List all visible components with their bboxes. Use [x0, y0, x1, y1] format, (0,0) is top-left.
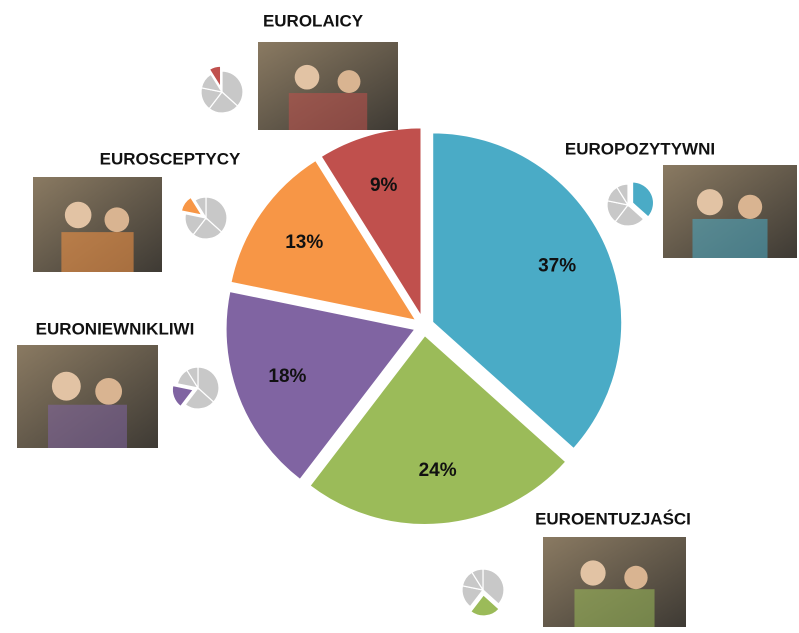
- mini-pie-slice: [200, 73, 224, 93]
- photo-figure: [104, 207, 130, 233]
- mini-pie-slice: [616, 183, 629, 208]
- mini-pie-slice: [197, 366, 220, 403]
- mini-pie-slice: [614, 204, 645, 227]
- photo: [663, 165, 797, 258]
- pie-slice: [307, 333, 568, 526]
- mini-pie-slice: [186, 366, 199, 391]
- mini-pie-slice: [631, 181, 655, 218]
- category-label: EUROENTUZJAŚCI: [535, 509, 691, 528]
- photo: [33, 177, 162, 272]
- photo-figure: [51, 371, 81, 401]
- mini-pie-slice: [192, 217, 223, 240]
- mini-pie-slice: [471, 568, 484, 593]
- category-label: EUROPOZYTYWNI: [565, 139, 715, 158]
- mini-pie-slice: [208, 65, 222, 90]
- pie-slice: [431, 131, 624, 451]
- pie-slice: [319, 126, 423, 321]
- mini-pie-slice: [482, 568, 505, 605]
- photo-figure: [95, 377, 123, 405]
- pie-slice: [224, 289, 418, 482]
- photo-figure: [61, 232, 134, 272]
- photo-figure: [294, 64, 320, 90]
- mini-pie-slice: [194, 196, 207, 221]
- photo-figure: [337, 70, 361, 94]
- category-label: EURONIEWNIKLIWI: [36, 319, 195, 338]
- photo-figure: [48, 404, 127, 448]
- photo: [17, 345, 158, 448]
- mini-pie-slice: [469, 594, 500, 617]
- photo-figure: [696, 189, 723, 216]
- value-label: 18%: [268, 366, 306, 387]
- photo-figure: [738, 194, 763, 219]
- photo-figure: [574, 589, 655, 627]
- photo: [543, 537, 686, 627]
- photo-figure: [692, 218, 768, 258]
- mini-pie-slice: [171, 384, 195, 408]
- photo-figure: [288, 93, 368, 130]
- mini-pie-slice: [221, 70, 244, 107]
- mini-pie-slice: [180, 196, 204, 217]
- mini-pie-slice: [208, 91, 239, 114]
- value-label: 9%: [370, 175, 398, 196]
- photo-figure: [64, 201, 92, 229]
- category-label: EUROSCEPTYCY: [100, 149, 241, 168]
- value-label: 37%: [538, 256, 576, 277]
- mini-pie-slice: [184, 387, 215, 410]
- pie-slice: [229, 158, 419, 323]
- photo-figure: [624, 565, 648, 590]
- mini-pie-slice: [205, 196, 228, 233]
- value-label: 24%: [419, 460, 457, 481]
- photo-figure: [580, 560, 606, 586]
- category-label: EUROLAICY: [263, 11, 364, 30]
- mini-pie-slice: [184, 213, 208, 236]
- value-label: 13%: [285, 232, 323, 253]
- photo: [258, 42, 398, 130]
